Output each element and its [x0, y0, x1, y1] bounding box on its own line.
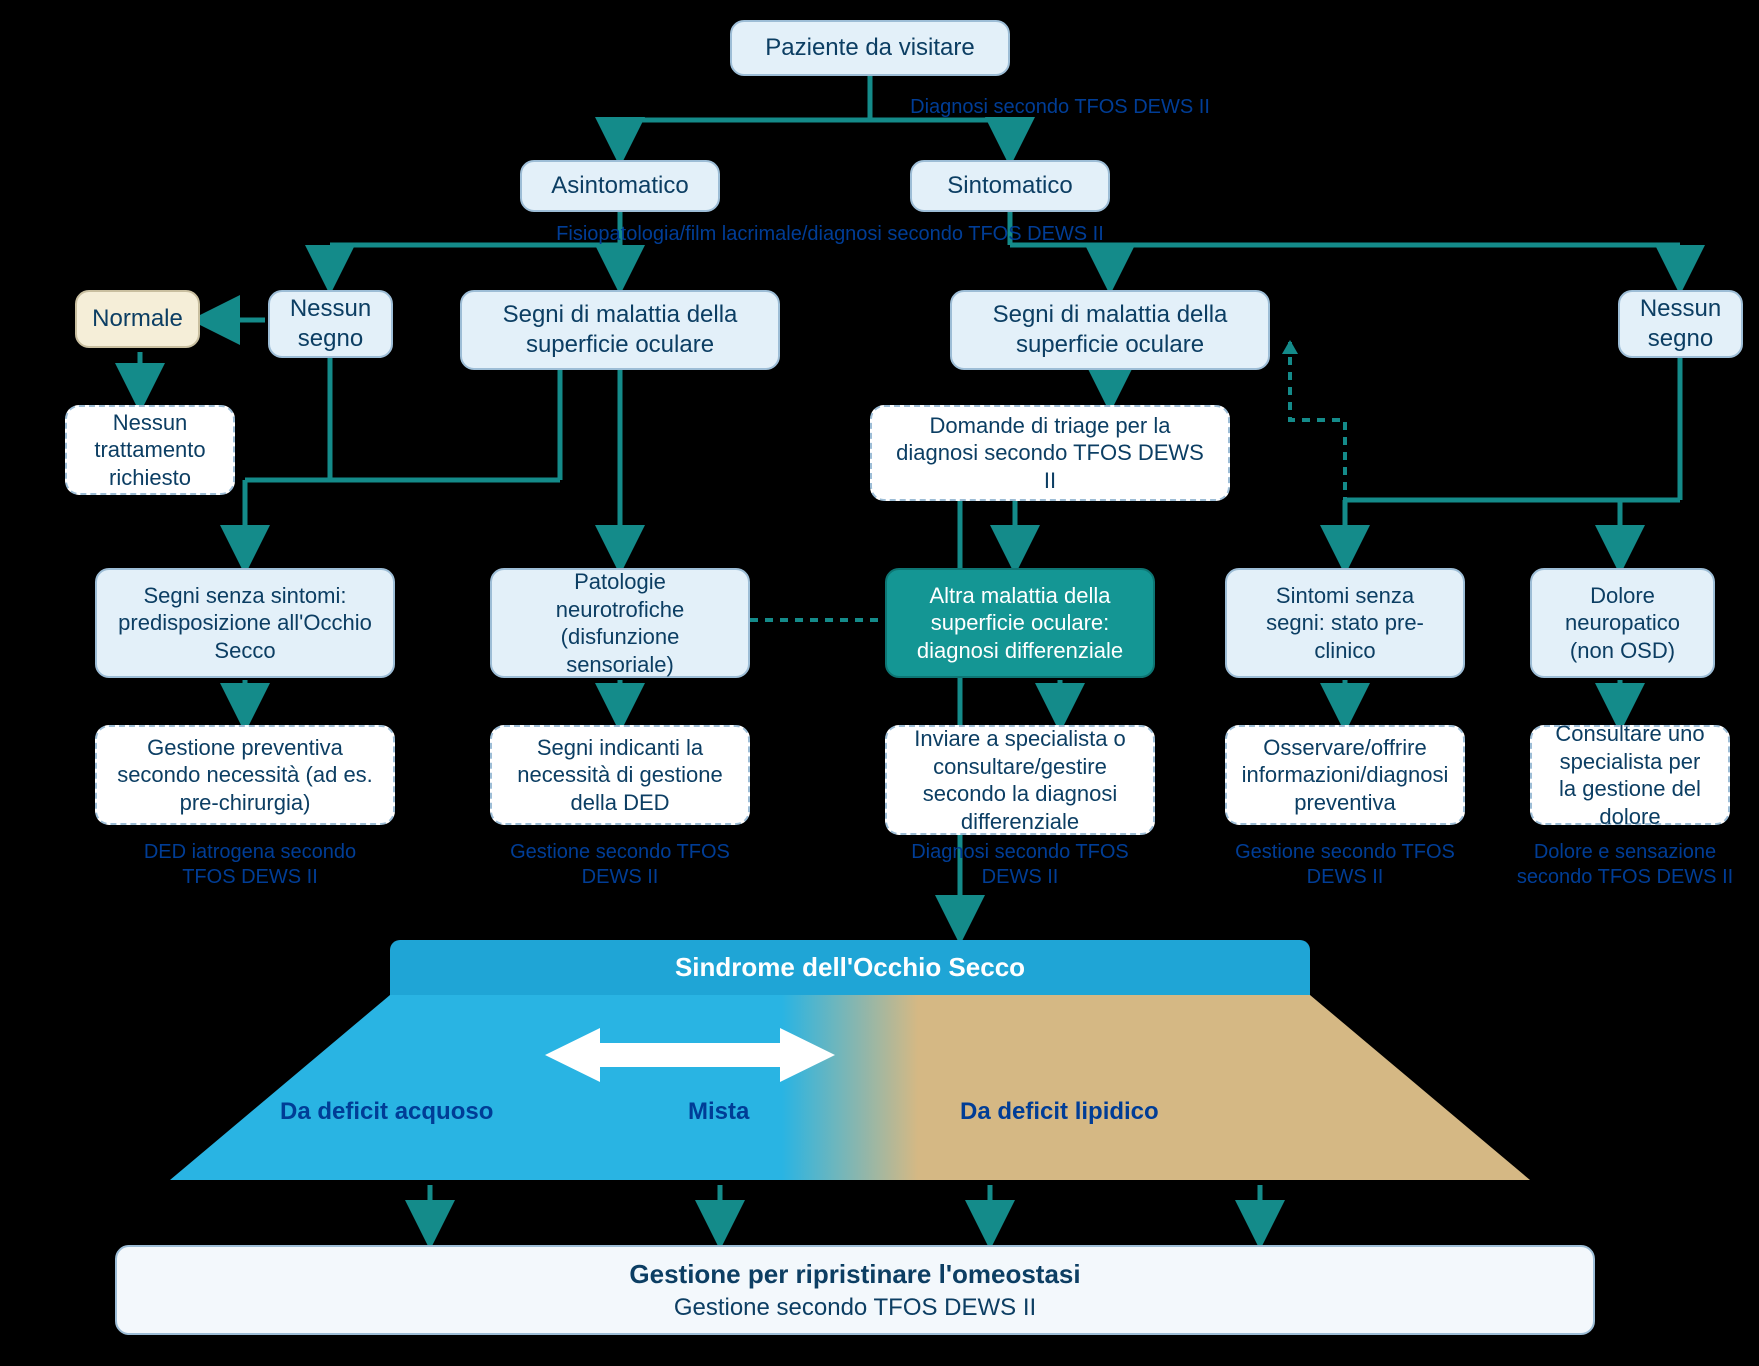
double-arrow-icon [545, 1025, 835, 1085]
node-col5a: Dolore neuropatico (non OSD) [1530, 568, 1715, 678]
syndrome-title-bar: Sindrome dell'Occhio Secco [390, 940, 1310, 995]
node-label: Gestione preventiva secondo necessità (a… [115, 734, 375, 817]
node-label: Consultare uno specialista per la gestio… [1550, 720, 1710, 830]
node-col5b: Consultare uno specialista per la gestio… [1530, 725, 1730, 825]
node-triage: Domande di triage per la diagnosi second… [870, 405, 1230, 501]
node-asymptomatic: Asintomatico [520, 160, 720, 212]
node-no-sign-right: Nessun segno [1618, 290, 1743, 358]
node-patient: Paziente da visitare [730, 20, 1010, 76]
node-symptomatic: Sintomatico [910, 160, 1110, 212]
node-label: Asintomatico [551, 171, 688, 201]
node-label: Sintomi senza segni: stato pre-clinico [1245, 582, 1445, 665]
node-label: Inviare a specialista o consultare/gesti… [905, 725, 1135, 835]
node-normal: Normale [75, 290, 200, 348]
management-line2: Gestione secondo TFOS DEWS II [674, 1294, 1036, 1322]
annotation-diag1: Diagnosi secondo TFOS DEWS II [890, 95, 1230, 120]
node-no-treatment: Nessun trattamento richiesto [65, 405, 235, 495]
node-col4b: Osservare/offrire informazioni/diagnosi … [1225, 725, 1465, 825]
node-label: Segni di malattia della superficie ocula… [970, 300, 1250, 360]
trap-label-right: Da deficit lipidico [960, 1098, 1159, 1126]
syndrome-title: Sindrome dell'Occhio Secco [675, 952, 1025, 983]
node-col2a: Patologie neurotrofiche (disfunzione sen… [490, 568, 750, 678]
node-label: Domande di triage per la diagnosi second… [890, 412, 1210, 495]
trap-label-left: Da deficit acquoso [280, 1098, 493, 1126]
node-no-sign-left: Nessun segno [268, 290, 393, 358]
node-col3a: Altra malattia della superficie oculare:… [885, 568, 1155, 678]
annotation-foot1: DED iatrogena secondo TFOS DEWS II [120, 840, 380, 890]
node-label: Nessun trattamento richiesto [85, 409, 215, 492]
annotation-foot2: Gestione secondo TFOS DEWS II [510, 840, 730, 890]
management-box: Gestione per ripristinare l'omeostasi Ge… [115, 1245, 1595, 1335]
node-label: Segni senza sintomi: predisposizione all… [115, 582, 375, 665]
node-label: Patologie neurotrofiche (disfunzione sen… [510, 568, 730, 678]
node-label: Paziente da visitare [765, 33, 974, 63]
node-col3b: Inviare a specialista o consultare/gesti… [885, 725, 1155, 835]
node-col2b: Segni indicanti la necessità di gestione… [490, 725, 750, 825]
node-label: Normale [92, 304, 183, 334]
node-label: Osservare/offrire informazioni/diagnosi … [1242, 734, 1449, 817]
node-signs-right: Segni di malattia della superficie ocula… [950, 290, 1270, 370]
trap-label-mid: Mista [688, 1098, 749, 1126]
node-label: Nessun segno [1638, 294, 1723, 354]
node-label: Segni indicanti la necessità di gestione… [510, 734, 730, 817]
node-label: Altra malattia della superficie oculare:… [905, 582, 1135, 665]
annotation-diag2: Fisiopatologia/film lacrimale/diagnosi s… [530, 222, 1130, 247]
node-label: Dolore neuropatico (non OSD) [1550, 582, 1695, 665]
management-line1: Gestione per ripristinare l'omeostasi [629, 1259, 1080, 1290]
node-col1b: Gestione preventiva secondo necessità (a… [95, 725, 395, 825]
flowchart-arrows [0, 0, 1759, 1366]
annotation-foot3: Diagnosi secondo TFOS DEWS II [910, 840, 1130, 890]
node-signs-left: Segni di malattia della superficie ocula… [460, 290, 780, 370]
node-label: Segni di malattia della superficie ocula… [480, 300, 760, 360]
annotation-foot4: Gestione secondo TFOS DEWS II [1235, 840, 1455, 890]
node-label: Sintomatico [947, 171, 1072, 201]
node-col1a: Segni senza sintomi: predisposizione all… [95, 568, 395, 678]
annotation-foot5: Dolore e sensazione secondo TFOS DEWS II [1505, 840, 1745, 890]
node-col4a: Sintomi senza segni: stato pre-clinico [1225, 568, 1465, 678]
node-label: Nessun segno [288, 294, 373, 354]
